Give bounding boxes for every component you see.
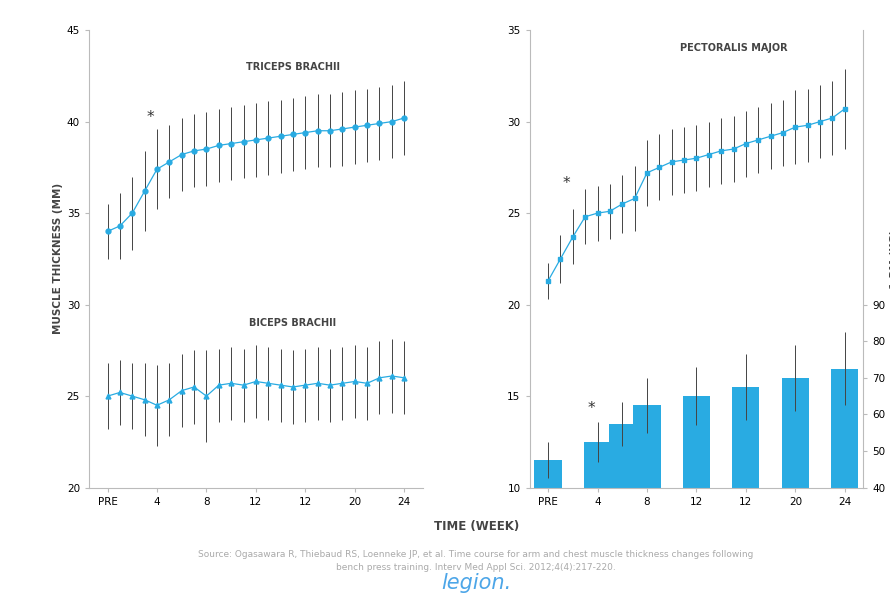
Text: BICEPS BRACHII: BICEPS BRACHII	[249, 318, 336, 328]
Bar	[634, 405, 660, 488]
Text: TIME (WEEK): TIME (WEEK)	[433, 520, 519, 533]
Text: PECTORALIS MAJOR: PECTORALIS MAJOR	[680, 43, 788, 54]
Y-axis label: MUSCLE THICKNESS (MM): MUSCLE THICKNESS (MM)	[53, 183, 62, 335]
Bar	[781, 378, 809, 488]
Text: legion.: legion.	[441, 573, 511, 593]
Text: *: *	[562, 176, 570, 191]
Bar	[535, 460, 562, 488]
Bar	[683, 396, 710, 488]
Bar	[609, 424, 635, 488]
Bar	[831, 368, 858, 488]
Text: Source: Ogasawara R, Thiebaud RS, Loenneke JP, et al. Time course for arm and ch: Source: Ogasawara R, Thiebaud RS, Loenne…	[198, 550, 754, 572]
Text: *: *	[587, 402, 595, 416]
Text: TRICEPS BRACHII: TRICEPS BRACHII	[246, 61, 340, 72]
Bar	[732, 387, 759, 488]
Text: *: *	[147, 110, 155, 125]
Bar	[584, 442, 611, 488]
